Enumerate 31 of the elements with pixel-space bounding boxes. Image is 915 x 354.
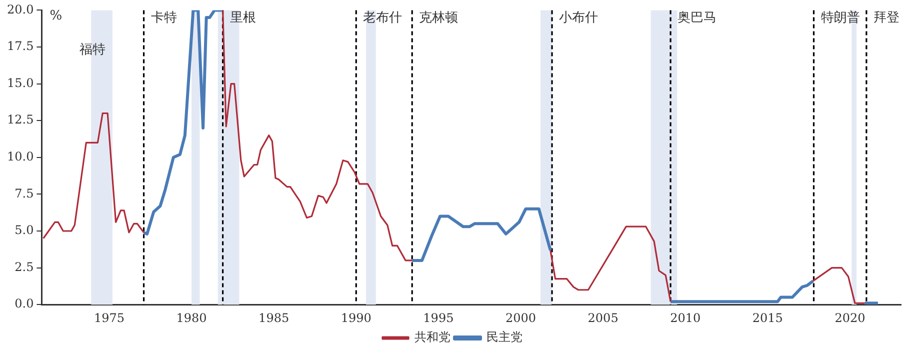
x-tick-label: 1980 (176, 310, 207, 325)
annotation: 克林顿 (419, 10, 458, 26)
x-tick-label: 2015 (752, 310, 783, 325)
x-tick-label: 1990 (340, 310, 372, 325)
legend-label: 民主党 (486, 330, 522, 344)
annotation: 特朗普 (820, 10, 860, 26)
annotation: 老布什 (363, 10, 402, 26)
annotation: 奥巴马 (678, 10, 717, 26)
annotation: 卡特 (150, 10, 177, 26)
x-tick-label: 2000 (505, 310, 536, 325)
x-tick-label: 1985 (258, 310, 290, 325)
y-axis-title: % (50, 8, 62, 24)
legend-label: 共和党 (414, 330, 450, 344)
annotation: 小布什 (559, 10, 598, 26)
y-tick-label: 15.0 (7, 76, 34, 90)
x-tick-label: 1975 (94, 310, 124, 325)
y-tick-label: 5.0 (14, 223, 34, 238)
y-tick-label: 10.0 (7, 150, 34, 164)
x-tick-label: 2005 (588, 310, 618, 325)
y-tick-label: 17.5 (7, 39, 34, 54)
annotation: 里根 (230, 10, 256, 26)
y-tick-label: 12.5 (7, 112, 34, 127)
y-tick-label: 0.0 (14, 296, 34, 311)
annotation: 拜登 (873, 10, 900, 26)
x-tick-label: 1995 (423, 310, 454, 325)
y-tick-label: 2.5 (14, 260, 34, 274)
annotation: 福特 (80, 42, 106, 58)
x-tick-label: 2020 (834, 310, 866, 325)
x-tick-label: 2010 (670, 310, 701, 325)
y-tick-label: 20.0 (7, 2, 34, 16)
y-tick-label: 7.5 (14, 186, 34, 200)
